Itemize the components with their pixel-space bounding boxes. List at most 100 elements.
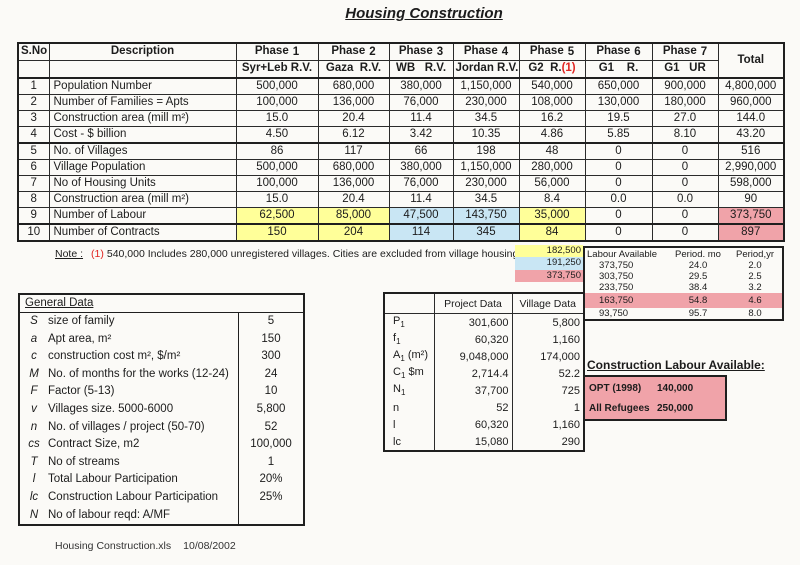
footnote: Note : (1) 540,000 Includes 280,000 unregi… — [55, 248, 521, 260]
row-number: 2 — [17, 94, 50, 111]
region-label: Gaza R.V. — [325, 62, 382, 75]
project-data-value: 52 — [433, 399, 512, 416]
table-cell: 43.20 — [717, 126, 785, 144]
region-header-5: G2 R.(1) — [518, 60, 586, 79]
village-data-value: 1 — [511, 399, 584, 416]
table-cell: 0 — [584, 142, 653, 160]
table-cell: 380,000 — [388, 77, 454, 95]
variable-symbol: f1 — [384, 331, 434, 348]
parameter-label: Apt area, m² — [48, 332, 112, 345]
page-footer: Housing Construction.xls 10/08/2002 — [55, 540, 248, 552]
phase-number: 6 — [634, 46, 641, 59]
main-table-row: 6 Village Population 500,000 680,000 380,000… — [17, 159, 785, 176]
period-years: 2.5 — [748, 271, 762, 282]
table-cell: 4,800,000 — [717, 77, 785, 95]
parameter-symbol: lc — [29, 490, 39, 503]
table-cell: 1,150,000 — [452, 159, 520, 176]
region-label: Syr+Leb R.V. — [241, 62, 313, 75]
region-header-3: WB R.V. — [388, 60, 454, 79]
table-cell: 500,000 — [235, 159, 319, 176]
symbol-base: P — [393, 315, 401, 328]
labour-table-row: 163,750 54.8 4.6 — [584, 293, 783, 308]
row-description: Number of Families = Apts — [48, 94, 237, 111]
region-label: G1 R. — [598, 62, 639, 75]
project-table-row: C1 $m 2,714.4 52.2 — [384, 365, 584, 382]
row-description: Construction area (mill m²) — [48, 191, 237, 208]
parameter-label: construction cost m², $/m² — [48, 350, 181, 363]
project-header-project-data: Project Data — [433, 293, 512, 314]
table-cell: 345 — [452, 223, 520, 242]
parameter-value: 300 — [238, 348, 303, 366]
village-data-value: 725 — [511, 382, 584, 399]
general-data-row: M No. of months for the works (12-24) 24 — [20, 365, 303, 384]
legend-yellow-total: 182,500 — [515, 245, 583, 258]
phase-number: 1 — [292, 46, 300, 59]
project-header-blank — [384, 293, 434, 314]
table-cell: 90 — [717, 191, 785, 208]
phase-header-7: Phase 7 — [651, 42, 719, 61]
main-table-header: S.No Description Phase 1 Phase 2 Phase 3 Phase 4 P… — [17, 42, 785, 79]
labour-value: 303,750 — [599, 271, 634, 282]
parameter-label: Factor (5-13) — [48, 385, 115, 398]
table-cell: 62,500 — [235, 207, 319, 225]
table-cell: 11.4 — [388, 110, 454, 127]
table-cell: 130,000 — [584, 94, 653, 111]
village-data-value: 174,000 — [511, 348, 584, 365]
period-months: 95.7 — [688, 308, 708, 319]
table-cell: 117 — [317, 142, 390, 160]
project-village-table: Project Data Village Data P1 301,600 5,800… — [383, 292, 585, 452]
parameter-symbol: cs — [28, 438, 40, 451]
main-table-row: 10 Number of Contracts 150 204 114 345 84 0 0 897 — [17, 223, 785, 242]
table-cell: 136,000 — [317, 175, 390, 192]
table-cell: 540,000 — [518, 77, 586, 95]
table-cell: 897 — [717, 223, 785, 242]
parameter-symbol: c — [31, 350, 37, 363]
symbol-base: f — [393, 332, 397, 345]
period-years: 2.0 — [748, 260, 762, 271]
table-cell: 15.0 — [235, 110, 319, 127]
legend-blue-total: 191,250 — [515, 257, 583, 270]
table-cell: 11.4 — [388, 191, 454, 208]
table-cell: 6.12 — [317, 126, 390, 144]
period-months: 29.5 — [688, 271, 708, 282]
labour-table-row: 93,750 95.7 8.0 — [584, 308, 783, 320]
period-months: 38.4 — [688, 282, 708, 293]
highlight-legend: 182,500 191,250 373,750 — [515, 245, 583, 283]
phase-label: Phase — [596, 45, 631, 58]
total-header: Total — [717, 42, 785, 79]
variable-symbol: C1 $m — [384, 365, 434, 382]
main-table-row: 9 Number of Labour 62,500 85,000 47,500 143,7… — [17, 207, 785, 225]
table-cell: 35,000 — [518, 207, 586, 225]
table-cell: 20.4 — [317, 191, 390, 208]
table-cell: 4.86 — [518, 126, 586, 144]
table-cell: 85,000 — [317, 207, 390, 225]
project-data-value: 15,080 — [433, 433, 512, 451]
table-cell: 1,150,000 — [452, 77, 520, 95]
period-years: 3.2 — [748, 282, 762, 293]
symbol-subscript: 1 — [400, 320, 405, 330]
table-cell: 680,000 — [317, 77, 390, 95]
table-cell: 0.0 — [651, 191, 719, 208]
project-data-value: 60,320 — [433, 416, 512, 433]
row-number: 6 — [17, 159, 50, 176]
opt-label: OPT (1998) — [589, 382, 642, 394]
table-cell: 598,000 — [717, 175, 785, 192]
parameter-symbol: l — [32, 473, 36, 486]
parameter-label: Villages size. 5000-6000 — [48, 402, 174, 415]
project-table-header-row: Project Data Village Data — [384, 293, 584, 314]
parameter-value: 10 — [238, 383, 303, 401]
project-data-value: 37,700 — [433, 382, 512, 399]
row-number: 4 — [17, 126, 50, 144]
main-table-row: 7 No of Housing Units 100,000 136,000 76,000… — [17, 175, 785, 192]
region-header-7: G1 UR — [651, 60, 719, 79]
table-cell: 34.5 — [452, 110, 520, 127]
symbol-suffix: $m — [405, 366, 424, 379]
project-table-row: f1 60,320 1,160 — [384, 331, 584, 348]
project-table-body: P1 301,600 5,800 f1 60,320 1,160 A1 (m²) 9,048,… — [384, 313, 584, 451]
parameter-symbol: N — [29, 508, 39, 521]
row-description: Number of Labour — [48, 207, 237, 225]
labour-available-table: Labour Available Period. mo Period,yr 37… — [583, 246, 784, 321]
symbol-base: l — [393, 418, 396, 431]
general-data-row: c construction cost m², $/m² 300 — [20, 348, 303, 366]
